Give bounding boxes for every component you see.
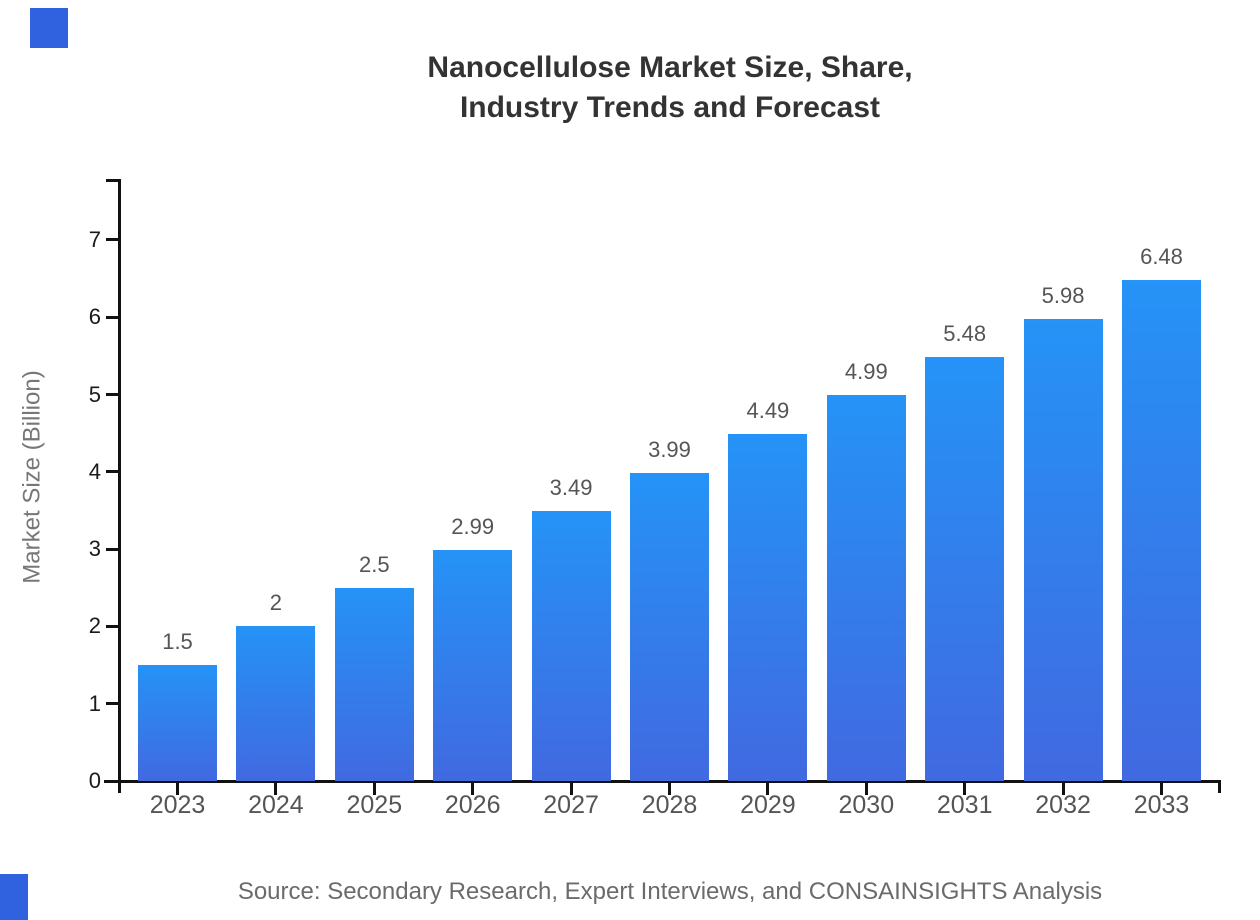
- bar-value-label: 5.48: [943, 321, 987, 347]
- bar-2024: [236, 626, 316, 781]
- chart-title: Nanocellulose Market Size, Share, Indust…: [80, 48, 1260, 128]
- bar-2030: [826, 395, 906, 781]
- bar-value-label: 4.99: [844, 359, 888, 385]
- y-tick: [106, 547, 120, 551]
- bar-2032: [1023, 318, 1103, 781]
- y-tick-label: 6: [88, 304, 101, 330]
- bar-value-label: 3.99: [648, 436, 691, 462]
- bar-value-label: 4.49: [746, 397, 790, 423]
- bar-2033: [1122, 280, 1201, 781]
- x-tick: [372, 783, 376, 795]
- brand-accent-square-bottom-left: [0, 874, 28, 920]
- x-tick-label: 2027: [543, 791, 599, 819]
- x-tick-label: 2023: [149, 791, 206, 819]
- x-tick: [963, 783, 967, 795]
- chart-title-line1: Nanocellulose Market Size, Share,: [427, 51, 913, 84]
- bar-value-label: 2.5: [359, 551, 390, 577]
- x-tick-label: 2026: [444, 791, 501, 819]
- y-tick-label: 1: [88, 690, 101, 716]
- y-tick: [106, 238, 120, 242]
- y-tick: [106, 470, 120, 474]
- y-tick-label: 7: [88, 226, 101, 252]
- y-tick-label: 4: [88, 458, 101, 484]
- y-tick: [106, 702, 120, 706]
- x-tick: [1061, 783, 1065, 795]
- x-tick: [176, 783, 179, 795]
- x-tick-label: 2025: [346, 791, 403, 819]
- x-tick-label: 2031: [936, 791, 993, 819]
- x-axis-end-cap: [1218, 780, 1221, 793]
- x-axis-left-end-cap: [118, 780, 121, 793]
- x-tick-label: 2032: [1035, 791, 1091, 819]
- bar-2026: [433, 549, 513, 781]
- bar-2031: [925, 357, 1005, 781]
- bar-value-label: 3.49: [549, 475, 593, 501]
- x-tick-label: 2033: [1133, 791, 1190, 819]
- x-tick: [766, 783, 770, 795]
- bar-2028: [630, 472, 709, 781]
- y-axis-end-cap: [106, 179, 120, 182]
- chart-title-line2: Industry Trends and Forecast: [459, 91, 881, 124]
- bar-2023: [138, 665, 217, 781]
- source-note: Source: Secondary Research, Expert Inter…: [237, 878, 1103, 905]
- y-tick: [106, 779, 120, 783]
- x-tick: [668, 783, 671, 795]
- bar-value-label: 1.5: [162, 629, 193, 655]
- x-tick: [471, 783, 475, 795]
- y-tick-label: 0: [88, 768, 101, 793]
- bar-2025: [334, 587, 414, 781]
- x-tick: [1160, 783, 1163, 795]
- x-axis-line: [104, 780, 1221, 783]
- x-tick-label: 2030: [838, 791, 895, 819]
- bar-value-label: 5.98: [1041, 282, 1085, 308]
- bar-value-label: 2: [269, 590, 283, 616]
- x-tick-label: 2029: [740, 791, 796, 819]
- y-tick: [106, 393, 120, 397]
- bar-value-label: 6.48: [1140, 244, 1183, 270]
- x-tick-label: 2028: [641, 791, 698, 819]
- y-tick: [106, 624, 120, 628]
- y-axis-line: [118, 179, 121, 793]
- y-tick-label: 3: [88, 536, 101, 562]
- x-tick: [569, 783, 573, 795]
- x-tick-label: 2024: [248, 791, 304, 819]
- bar-value-label: 2.99: [451, 513, 495, 539]
- y-tick-label: 2: [88, 613, 101, 639]
- bar-2029: [728, 433, 808, 781]
- brand-accent-square-top-left: [30, 8, 68, 48]
- y-tick-label: 5: [88, 381, 101, 407]
- bar-2027: [531, 511, 611, 781]
- x-tick: [864, 783, 868, 795]
- y-tick: [106, 315, 120, 319]
- x-tick: [274, 783, 278, 795]
